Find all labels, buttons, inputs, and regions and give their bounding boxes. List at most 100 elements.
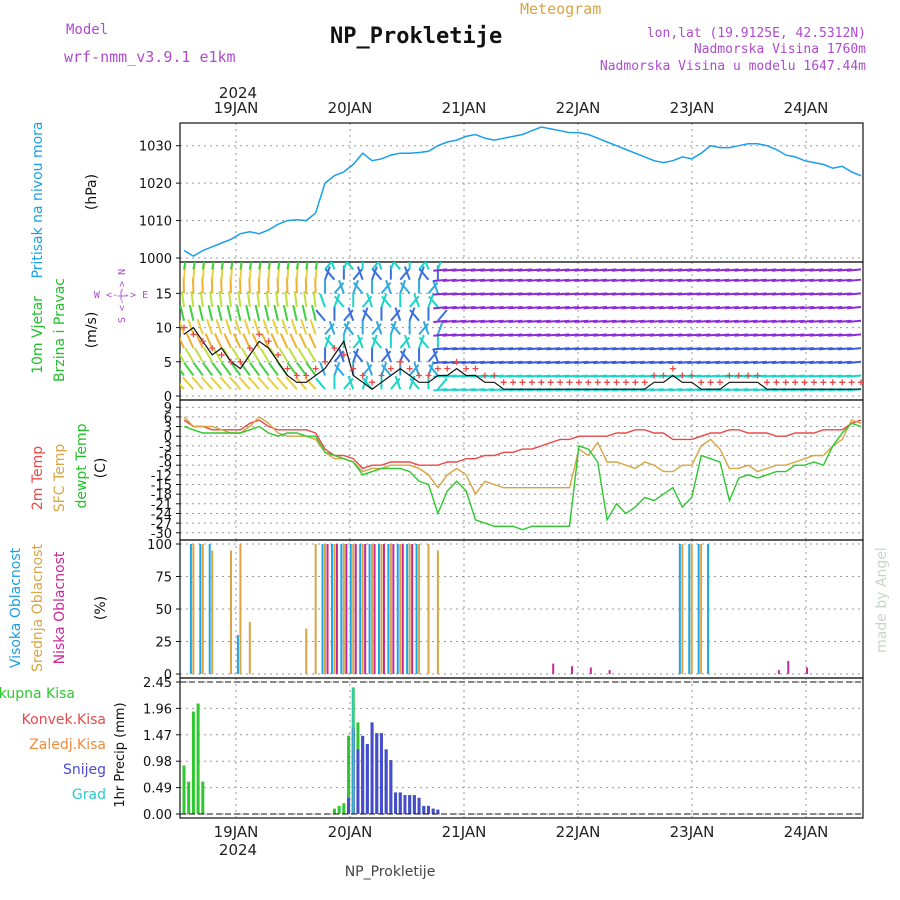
- wind-arrow: [342, 320, 350, 335]
- temp-label-3: dewpt Temp: [74, 423, 90, 508]
- wind-arrow: [240, 347, 251, 363]
- sfc-temp-line: [183, 415, 862, 496]
- pressure-label: Pritisak na nivou mora: [30, 121, 46, 278]
- wind-arrow: [237, 291, 242, 308]
- wind-arrow: [238, 376, 251, 390]
- wind-arrow: [371, 268, 383, 281]
- wind-arrow: [262, 318, 270, 335]
- wind-gust-marker: [181, 324, 187, 331]
- wind-arrow: [333, 293, 341, 308]
- bottom-day-label: 20JAN: [328, 823, 373, 841]
- wind-arrow: [380, 361, 388, 376]
- panel-frame: [179, 677, 864, 819]
- wind-arrow: [352, 336, 364, 349]
- wind-arrow: [297, 347, 308, 363]
- precip-legend-snow: Snijeg: [63, 762, 106, 778]
- wind-arrow: [239, 361, 251, 377]
- precip-unit: 1hr Precip (mm): [113, 702, 128, 807]
- y-tick-label: 0.49: [143, 782, 172, 797]
- wind-arrow: [273, 304, 280, 321]
- wind-arrow: [285, 376, 298, 390]
- precip-legend-conv: Konvek.Kisa: [22, 712, 106, 728]
- wind-arrow: [224, 318, 232, 335]
- top-day-labels: 19JAN 20JAN 21JAN 22JAN 23JAN 24JAN: [214, 99, 829, 117]
- wind-arrow: [227, 291, 233, 308]
- precip-snow-bar: [361, 735, 365, 814]
- wind-gust-marker: [848, 379, 855, 386]
- wind-arrow: [201, 262, 206, 270]
- model-elevation-label: Nadmorska Visina u modelu 1647.44m: [600, 59, 866, 74]
- wind-arrow: [352, 268, 364, 281]
- wind-gust-marker: [256, 331, 263, 338]
- y-tick-label: -12: [151, 469, 172, 484]
- y-tick-label: -3: [159, 440, 172, 455]
- wind-arrow: [390, 323, 402, 336]
- precip-snow-bar: [403, 795, 407, 814]
- y-tick-label: 75: [155, 571, 172, 586]
- wind-gust-marker: [312, 365, 319, 372]
- wind-arrow: [211, 361, 223, 377]
- wind-arrow: [436, 262, 442, 270]
- wind-arrow: [324, 334, 331, 349]
- y-tick-label: -6: [159, 450, 172, 465]
- wind-arrow: [381, 295, 392, 308]
- wind-arrow: [298, 333, 308, 349]
- precip-total-bar: [187, 781, 191, 814]
- wind-arrow: [371, 334, 378, 349]
- elevation-label: Nadmorska Visina 1760m: [694, 42, 866, 57]
- wind-arrow: [418, 323, 429, 336]
- wind-arrow: [217, 304, 223, 321]
- precip-snow-bar: [398, 792, 402, 814]
- wind-gust-marker: [491, 372, 498, 379]
- wind-gust-marker: [547, 379, 554, 386]
- wind-arrow: [309, 318, 317, 335]
- wind-arrow: [295, 262, 300, 270]
- wind-gust-marker: [585, 379, 592, 386]
- precip-snow-bar: [356, 749, 360, 814]
- wind-arrow: [215, 318, 223, 335]
- wind-arrow: [427, 350, 439, 363]
- pressure-unit: (hPa): [84, 174, 100, 210]
- wind-arrow: [377, 262, 383, 270]
- temp2m-line: [183, 419, 862, 470]
- wind-arrow: [191, 376, 204, 390]
- wind-arrow: [392, 262, 402, 271]
- wind-arrow: [250, 347, 261, 363]
- wind-gust-marker: [829, 379, 836, 386]
- y-tick-label: -24: [151, 507, 172, 522]
- wind-arrow: [338, 279, 345, 294]
- wind-arrow: [427, 361, 435, 376]
- bottom-day-label: 19JAN: [214, 823, 259, 841]
- wind-gust-marker: [199, 338, 206, 345]
- top-day-label: 23JAN: [670, 99, 715, 117]
- wind-gust-marker: [557, 379, 564, 386]
- wind-gust-marker: [735, 372, 742, 379]
- temp-label-2: SFC Temp: [52, 444, 68, 513]
- wind-arrow: [343, 377, 354, 390]
- wind-gust-marker: [538, 379, 545, 386]
- wind-arrow: [366, 293, 373, 308]
- y-tick-label: 0: [164, 390, 172, 405]
- wind-arrow: [345, 262, 355, 271]
- y-tick-label: 0: [164, 430, 172, 445]
- wind-arrow: [254, 304, 261, 321]
- y-tick-label: 1.96: [143, 702, 172, 717]
- bottom-day-label: 23JAN: [670, 823, 715, 841]
- wind-arrow: [380, 350, 392, 363]
- wind-gust-marker: [528, 379, 535, 386]
- bottom-day-label: 24JAN: [784, 823, 829, 841]
- wind-arrow: [324, 336, 336, 349]
- wind-arrow: [207, 304, 214, 321]
- wind-arrow: [324, 268, 336, 281]
- wind-arrow: [282, 304, 289, 321]
- wind-arrow: [846, 374, 862, 378]
- wind-gust-marker: [858, 379, 863, 386]
- wind-arrow: [399, 279, 407, 294]
- precip-total-bar: [332, 808, 336, 814]
- bottom-day-label: 21JAN: [442, 823, 487, 841]
- top-day-label: 24JAN: [784, 99, 829, 117]
- wind-arrow: [413, 293, 421, 308]
- y-tick-label: -9: [159, 459, 172, 474]
- wind-arrow: [246, 291, 251, 308]
